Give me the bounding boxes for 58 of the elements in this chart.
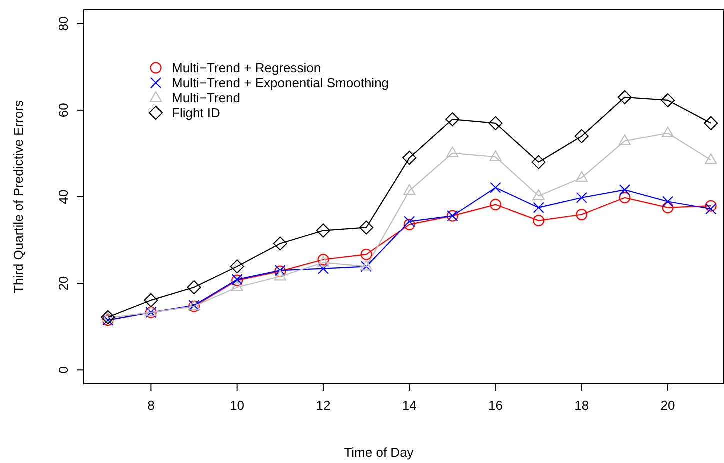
point <box>704 116 718 130</box>
y-tick-label: 40 <box>56 190 71 204</box>
point <box>532 155 546 170</box>
point <box>359 220 374 235</box>
y-tick-label: 60 <box>56 103 71 118</box>
point <box>705 200 717 212</box>
y-tick-label: 80 <box>56 16 71 32</box>
point <box>662 126 674 138</box>
point <box>230 260 244 274</box>
x-tick-label: 16 <box>488 398 503 413</box>
point <box>316 224 331 238</box>
y-tick-label: 20 <box>56 276 71 291</box>
point <box>404 184 416 195</box>
point <box>144 293 158 308</box>
point <box>533 202 544 214</box>
y-tick-label: 0 <box>56 366 71 374</box>
point <box>187 280 202 295</box>
point <box>576 171 588 182</box>
point <box>402 150 417 166</box>
point <box>404 216 416 228</box>
point <box>533 215 545 227</box>
point <box>446 146 459 158</box>
point <box>576 192 588 204</box>
point <box>273 236 288 251</box>
point <box>618 134 631 146</box>
x-axis-title: Time of Day <box>344 445 414 460</box>
point <box>488 116 503 130</box>
x-tick-label: 12 <box>316 398 331 413</box>
point <box>619 192 631 204</box>
point <box>576 209 588 220</box>
point <box>360 248 372 260</box>
x-tick-label: 14 <box>402 398 417 413</box>
legend-label: Multi−Trend + Regression <box>172 60 322 76</box>
point <box>446 112 460 127</box>
point <box>231 280 244 292</box>
point <box>274 270 286 281</box>
point <box>574 129 589 144</box>
legend-label: Flight ID <box>172 106 220 120</box>
point <box>318 263 330 274</box>
point <box>705 154 718 164</box>
point <box>706 204 717 215</box>
legend-label: Multi−Trend + Exponential Smoothing <box>172 76 390 90</box>
point <box>619 184 630 196</box>
point <box>404 218 416 230</box>
point <box>662 202 674 214</box>
x-tick-label: 10 <box>230 398 245 413</box>
point <box>490 150 502 162</box>
point <box>662 196 674 208</box>
y-axis-title: Third Quartile of Predictive Errors <box>11 100 26 294</box>
x-tick-label: 20 <box>660 398 676 413</box>
point <box>490 182 502 194</box>
point <box>532 190 545 200</box>
x-tick-label: 8 <box>148 398 155 413</box>
point <box>618 90 632 104</box>
legend-label: Multi−Trend <box>172 90 241 106</box>
point <box>660 93 676 108</box>
point <box>490 199 502 211</box>
x-tick-label: 18 <box>574 398 590 413</box>
